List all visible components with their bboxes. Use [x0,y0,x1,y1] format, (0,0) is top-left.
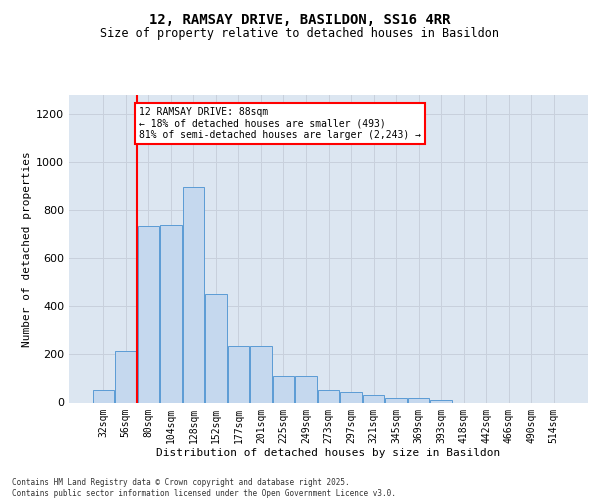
Bar [92,390,114,402]
Bar [250,346,272,403]
Bar [295,376,317,402]
Bar [408,398,429,402]
X-axis label: Distribution of detached houses by size in Basildon: Distribution of detached houses by size … [157,448,500,458]
Y-axis label: Number of detached properties: Number of detached properties [22,151,32,346]
Bar [115,351,137,403]
Bar [318,390,339,402]
Bar [273,376,294,402]
Bar [340,392,362,402]
Bar [385,398,407,402]
Bar [430,400,452,402]
Bar [160,224,182,402]
Text: 12, RAMSAY DRIVE, BASILDON, SS16 4RR: 12, RAMSAY DRIVE, BASILDON, SS16 4RR [149,12,451,26]
Bar [228,346,249,403]
Bar [137,226,159,402]
Text: Size of property relative to detached houses in Basildon: Size of property relative to detached ho… [101,28,499,40]
Bar [182,188,204,402]
Bar [205,294,227,403]
Text: Contains HM Land Registry data © Crown copyright and database right 2025.
Contai: Contains HM Land Registry data © Crown c… [12,478,396,498]
Bar [363,396,384,402]
Text: 12 RAMSAY DRIVE: 88sqm
← 18% of detached houses are smaller (493)
81% of semi-de: 12 RAMSAY DRIVE: 88sqm ← 18% of detached… [139,107,421,140]
